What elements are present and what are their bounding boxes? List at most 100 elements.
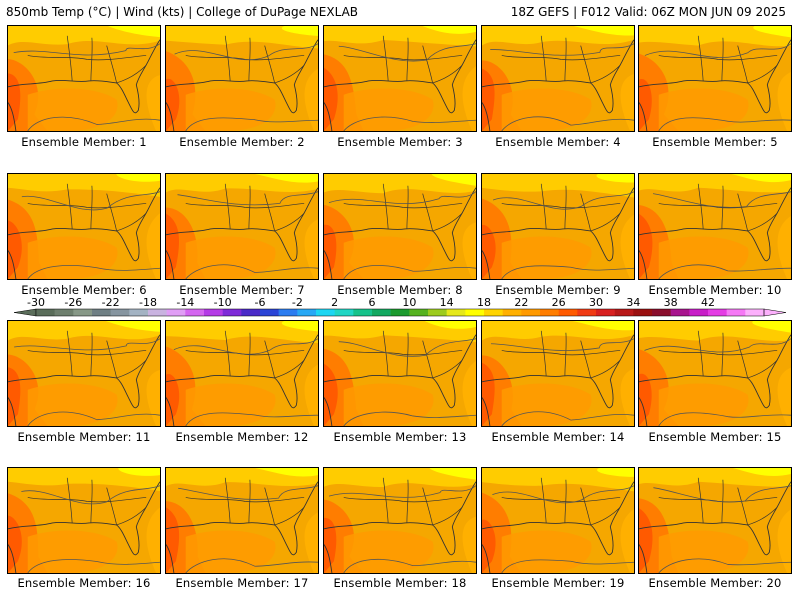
ensemble-member-map bbox=[638, 25, 792, 132]
ensemble-member-label: Ensemble Member: 10 bbox=[648, 283, 782, 297]
map-graphic bbox=[8, 174, 160, 279]
colorbar-bin bbox=[92, 309, 111, 316]
colorbar-tick-label: 38 bbox=[664, 296, 678, 309]
colorbar-bin bbox=[502, 309, 522, 316]
ensemble-member-map bbox=[638, 320, 792, 427]
ensemble-member-label: Ensemble Member: 13 bbox=[333, 430, 467, 444]
map-graphic bbox=[482, 468, 634, 573]
map-graphic bbox=[482, 321, 634, 426]
colorbar-bin bbox=[614, 309, 634, 316]
ensemble-member-label: Ensemble Member: 8 bbox=[337, 283, 463, 297]
ensemble-member-label: Ensemble Member: 18 bbox=[333, 576, 467, 590]
colorbar-tick-label: -30 bbox=[27, 296, 45, 309]
colorbar-tick-label: 10 bbox=[402, 296, 416, 309]
ensemble-member-label: Ensemble Member: 3 bbox=[337, 135, 463, 149]
map-graphic bbox=[482, 174, 634, 279]
colorbar-bin bbox=[204, 309, 223, 316]
colorbar-tick-label: -14 bbox=[176, 296, 194, 309]
map-graphic bbox=[8, 468, 160, 573]
colorbar-tick-label: 14 bbox=[440, 296, 454, 309]
ensemble-member-label: Ensemble Member: 19 bbox=[491, 576, 625, 590]
colorbar-bin bbox=[166, 309, 186, 316]
colorbar-tick-label: 26 bbox=[552, 296, 566, 309]
colorbar-bin bbox=[558, 309, 578, 316]
ensemble-member-map bbox=[323, 467, 477, 574]
map-graphic bbox=[166, 174, 318, 279]
map-graphic bbox=[8, 321, 160, 426]
ensemble-member-label: Ensemble Member: 5 bbox=[652, 135, 778, 149]
colorbar-tick-label: -10 bbox=[214, 296, 232, 309]
colorbar-bin bbox=[484, 309, 503, 316]
ensemble-member-map bbox=[638, 467, 792, 574]
ensemble-member-map bbox=[481, 25, 635, 132]
colorbar-tick-label: -6 bbox=[255, 296, 266, 309]
colorbar-graphic: -30 -26 -22 -18 -14 -10 -6 -2 2 6 10 14 18 22 26 30 34 38… bbox=[13, 296, 787, 317]
colorbar-bin bbox=[129, 309, 149, 316]
colorbar-bin bbox=[278, 309, 298, 316]
colorbar-bin bbox=[726, 309, 746, 316]
ensemble-member-map bbox=[638, 173, 792, 280]
colorbar-tick-label: 42 bbox=[701, 296, 715, 309]
ensemble-member-label: Ensemble Member: 12 bbox=[175, 430, 309, 444]
colorbar-bin bbox=[390, 309, 410, 316]
ensemble-member-map bbox=[323, 320, 477, 427]
ensemble-member-label: Ensemble Member: 2 bbox=[179, 135, 305, 149]
ensemble-member-label: Ensemble Member: 11 bbox=[17, 430, 151, 444]
colorbar-bin bbox=[689, 309, 709, 316]
colorbar-bin bbox=[241, 309, 261, 316]
colorbar-bin bbox=[652, 309, 671, 316]
colorbar-tick-label: 34 bbox=[626, 296, 640, 309]
colorbar-left-arrow bbox=[13, 308, 37, 317]
ensemble-member-map bbox=[323, 173, 477, 280]
colorbar-bin bbox=[670, 309, 690, 316]
map-graphic bbox=[166, 321, 318, 426]
colorbar-tick-label: 2 bbox=[331, 296, 338, 309]
map-graphic bbox=[324, 174, 476, 279]
colorbar-bin bbox=[596, 309, 615, 316]
ensemble-member-label: Ensemble Member: 7 bbox=[179, 283, 305, 297]
map-graphic bbox=[639, 468, 791, 573]
colorbar-bin bbox=[540, 309, 559, 316]
colorbar-bin bbox=[73, 309, 93, 316]
ensemble-member-map bbox=[323, 25, 477, 132]
ensemble-member-map bbox=[165, 25, 319, 132]
chart-title: 850mb Temp (°C) | Wind (kts) | College o… bbox=[6, 5, 359, 19]
map-graphic bbox=[8, 26, 160, 131]
map-graphic bbox=[639, 174, 791, 279]
ensemble-member-label: Ensemble Member: 14 bbox=[491, 430, 625, 444]
ensemble-member-map bbox=[7, 320, 161, 427]
colorbar-bin bbox=[633, 309, 653, 316]
colorbar-tick-label: -22 bbox=[102, 296, 120, 309]
ensemble-member-map bbox=[481, 467, 635, 574]
colorbar-bin bbox=[409, 309, 429, 316]
map-graphic bbox=[324, 26, 476, 131]
ensemble-member-label: Ensemble Member: 16 bbox=[17, 576, 151, 590]
temperature-colorbar: -30 -26 -22 -18 -14 -10 -6 -2 2 6 10 14 18 22 26 30 34 38… bbox=[0, 296, 800, 320]
colorbar-tick-label: 18 bbox=[477, 296, 491, 309]
colorbar-bin bbox=[148, 309, 167, 316]
colorbar-bin bbox=[577, 309, 597, 316]
ensemble-member-label: Ensemble Member: 1 bbox=[21, 135, 147, 149]
colorbar-tick-label: 22 bbox=[514, 296, 528, 309]
ensemble-member-map bbox=[481, 320, 635, 427]
map-graphic bbox=[324, 468, 476, 573]
colorbar-bin bbox=[110, 309, 130, 316]
colorbar-bin bbox=[521, 309, 541, 316]
map-graphic bbox=[166, 26, 318, 131]
colorbar-bin bbox=[446, 309, 466, 316]
ensemble-member-label: Ensemble Member: 9 bbox=[495, 283, 621, 297]
ensemble-member-label: Ensemble Member: 15 bbox=[648, 430, 782, 444]
colorbar-tick-label: -2 bbox=[292, 296, 303, 309]
map-graphic bbox=[324, 321, 476, 426]
colorbar-right-arrow bbox=[763, 308, 787, 317]
ensemble-member-label: Ensemble Member: 17 bbox=[175, 576, 309, 590]
colorbar-tick-label: -18 bbox=[139, 296, 157, 309]
colorbar-tick-label: 30 bbox=[589, 296, 603, 309]
ensemble-member-label: Ensemble Member: 20 bbox=[648, 576, 782, 590]
colorbar-bin bbox=[465, 309, 485, 316]
colorbar-bin bbox=[54, 309, 74, 316]
colorbar-tick-label: -26 bbox=[64, 296, 82, 309]
map-graphic bbox=[639, 26, 791, 131]
colorbar-bin bbox=[260, 309, 279, 316]
ensemble-member-map bbox=[165, 320, 319, 427]
